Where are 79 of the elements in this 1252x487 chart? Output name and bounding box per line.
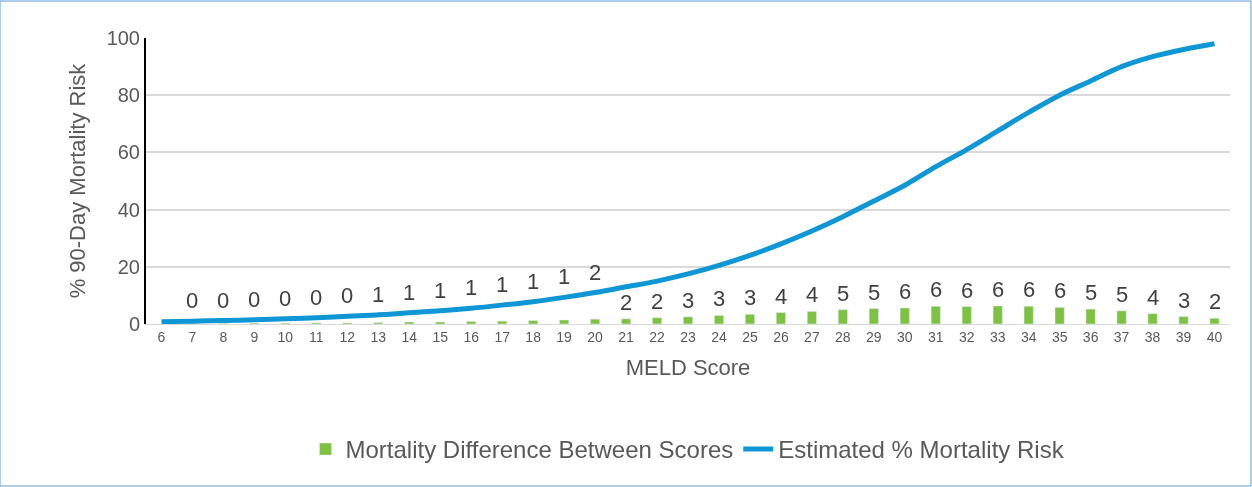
x-tick-label: 31: [927, 328, 944, 345]
x-tick-label: 8: [219, 328, 228, 345]
data-label: 3: [1178, 288, 1191, 313]
data-label: 4: [1147, 285, 1160, 310]
data-label: 0: [310, 285, 323, 310]
data-label: 6: [930, 277, 943, 302]
data-label: 1: [496, 272, 509, 297]
x-tick-label: 9: [250, 328, 259, 345]
data-label: 0: [248, 287, 261, 312]
x-tick-label: 29: [866, 328, 882, 345]
legend-label: Mortality Difference Between Scores: [345, 436, 734, 464]
x-tick-label: 30: [897, 328, 913, 345]
y-axis-title: % 90-Day Mortality Risk: [64, 62, 90, 299]
data-label: 1: [434, 278, 447, 303]
x-tick-label: 19: [556, 328, 573, 345]
x-tick-label: 34: [1020, 328, 1037, 345]
y-tick-label: 20: [117, 255, 140, 278]
x-tick-label: 32: [958, 328, 975, 345]
x-tick-label: 14: [401, 328, 418, 345]
x-tick-label: 39: [1175, 328, 1192, 345]
y-tick-label: 100: [106, 27, 140, 49]
data-label: 3: [682, 288, 695, 313]
x-tick-label: 15: [432, 328, 449, 345]
data-label: 1: [558, 264, 571, 289]
x-tick-label: 25: [742, 328, 758, 345]
data-label: 6: [1054, 278, 1067, 303]
x-tick-label: 38: [1144, 328, 1161, 345]
x-axis-title: MELD Score: [625, 354, 751, 380]
data-label: 4: [806, 282, 819, 307]
x-tick-label: 21: [618, 328, 635, 345]
y-tick-label: 40: [117, 198, 140, 221]
data-label: 0: [186, 288, 199, 313]
x-tick-label: 26: [773, 328, 789, 345]
x-tick-label: 16: [463, 328, 480, 345]
x-tick-label: 12: [339, 328, 356, 345]
x-tick-label: 13: [370, 328, 387, 345]
x-tick-label: 23: [680, 328, 696, 345]
x-tick-label: 6: [157, 328, 166, 345]
data-label: 5: [1116, 282, 1129, 307]
data-label: 0: [279, 286, 292, 311]
data-label: 1: [372, 282, 385, 307]
data-label: 6: [1023, 277, 1036, 302]
x-tick-label: 18: [525, 328, 542, 345]
x-tick-label: 27: [804, 328, 820, 345]
data-label: 0: [217, 288, 230, 313]
x-tick-label: 28: [835, 328, 851, 345]
x-tick-label: 33: [989, 328, 1006, 345]
data-label: 5: [837, 281, 850, 306]
x-tick-label: 10: [277, 328, 294, 345]
x-tick-label: 40: [1206, 328, 1223, 345]
data-label: 2: [651, 289, 664, 314]
x-tick-label: 7: [188, 328, 197, 345]
x-tick-label: 35: [1051, 328, 1068, 345]
x-tick-label: 17: [494, 328, 511, 345]
y-tick-label: 0: [128, 313, 140, 335]
data-label: 1: [465, 275, 478, 300]
data-label: 6: [899, 279, 912, 304]
x-tick-label: 11: [309, 328, 324, 345]
x-tick-label: 22: [649, 328, 666, 345]
data-label: 4: [775, 284, 788, 309]
data-label: 2: [1209, 289, 1222, 314]
data-label: 3: [713, 286, 726, 311]
data-label: 6: [992, 277, 1005, 302]
x-tick-label: 36: [1082, 328, 1099, 345]
legend-label: Estimated % Mortality Risk: [778, 436, 1065, 464]
data-label: 0: [341, 283, 354, 308]
data-label: 6: [961, 278, 974, 303]
data-label: 2: [589, 260, 602, 285]
x-tick-label: 20: [587, 328, 604, 345]
data-label: 5: [868, 280, 881, 305]
x-tick-label: 24: [711, 328, 727, 345]
data-label: 2: [620, 290, 633, 315]
y-tick-label: 60: [117, 141, 140, 164]
data-label: 1: [527, 269, 540, 294]
data-label: 5: [1085, 280, 1098, 305]
y-tick-label: 80: [117, 84, 140, 107]
data-label: 3: [744, 285, 757, 310]
x-tick-label: 37: [1113, 328, 1130, 345]
data-label: 1: [403, 280, 416, 305]
